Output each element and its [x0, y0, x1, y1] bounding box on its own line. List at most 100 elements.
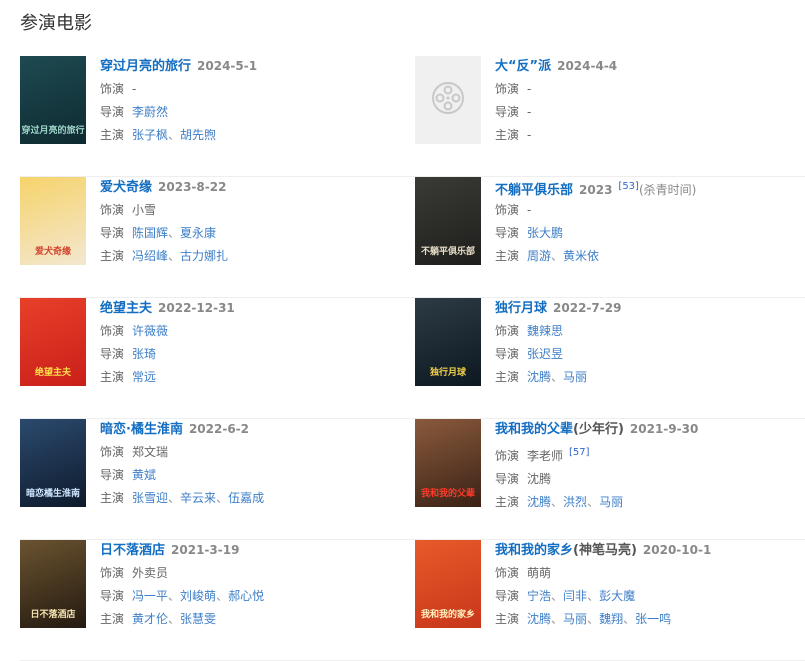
director-name[interactable]: 彭大魔	[599, 589, 636, 603]
director-line: 导演 张琦	[100, 343, 235, 366]
cast-name[interactable]: 常远	[132, 370, 157, 384]
movie-title-link[interactable]: 绝望主夫	[100, 301, 153, 316]
director-name[interactable]: 夏永康	[180, 226, 217, 240]
role-line: 饰演 许薇薇	[100, 320, 235, 343]
director-line: 导演 黄斌	[100, 464, 264, 487]
movie-info: 暗恋·橘生淮南 2022-6-2 饰演 郑文瑞 导演 黄斌 主演 张雪迎、辛云来、伍嘉成	[100, 419, 264, 510]
movie-title-line: 穿过月亮的旅行 2024-5-1	[100, 56, 257, 78]
movie-title-link[interactable]: 我和我的父辈	[495, 422, 574, 437]
movie-poster[interactable]	[415, 56, 481, 144]
cast-name[interactable]: 马丽	[599, 495, 624, 509]
role-name: 郑文瑞	[132, 445, 169, 459]
cast-name[interactable]: 张子枫	[132, 128, 169, 142]
cast-name[interactable]: 马丽	[563, 612, 588, 626]
cast-name[interactable]: 古力娜扎	[180, 249, 229, 263]
director-name[interactable]: 李蔚然	[132, 105, 169, 119]
cast-name[interactable]: 黄米依	[563, 249, 600, 263]
movie-title-link[interactable]: 穿过月亮的旅行	[100, 59, 192, 74]
movie-title-link[interactable]: 独行月球	[495, 301, 548, 316]
cast-name: -	[527, 128, 532, 142]
movie-title-line: 绝望主夫 2022-12-31	[100, 298, 235, 320]
role-name[interactable]: 许薇薇	[132, 324, 169, 338]
cast-name[interactable]: 马丽	[563, 370, 588, 384]
cast-name[interactable]: 张一鸣	[635, 612, 672, 626]
director-label: 导演	[495, 226, 520, 240]
separator: 、	[168, 612, 181, 626]
cast-name[interactable]: 沈腾	[527, 612, 552, 626]
movie-title-link[interactable]: 日不落酒店	[100, 543, 166, 558]
director-name[interactable]: 闫非	[563, 589, 588, 603]
movie-poster[interactable]: 穿过月亮的旅行	[20, 56, 86, 144]
cast-line: 主演 黄才伦、张慧雯	[100, 608, 264, 631]
movie-poster[interactable]: 我和我的父辈	[415, 419, 481, 507]
role-name[interactable]: 魏辣思	[527, 324, 564, 338]
movie-row: 绝望主夫 绝望主夫 2022-12-31 饰演 许薇薇 导演 张琦 主演 常远 独行月球 独行月球 2…	[20, 298, 805, 419]
separator: 、	[623, 612, 636, 626]
citation-link[interactable]: [57]	[569, 447, 590, 458]
separator: 、	[551, 495, 564, 509]
cast-name[interactable]: 张雪迎	[132, 491, 169, 505]
director-name[interactable]: 张琦	[132, 347, 157, 361]
movie-poster[interactable]: 绝望主夫	[20, 298, 86, 386]
director-name[interactable]: 陈国辉	[132, 226, 169, 240]
movie-poster[interactable]: 不躺平俱乐部	[415, 177, 481, 265]
poster-text: 暗恋橘生淮南	[25, 489, 80, 499]
cast-name[interactable]: 伍嘉成	[228, 491, 265, 505]
director-line: 导演 -	[495, 101, 617, 124]
movie-item: 爱犬奇缘 爱犬奇缘 2023-8-22 饰演 小雪 导演 陈国辉、夏永康 主演 冯绍峰、古力娜扎	[20, 177, 410, 277]
movie-poster[interactable]: 我和我的家乡	[415, 540, 481, 628]
role-line: 饰演 李老师 [57]	[495, 441, 698, 468]
director-name[interactable]: 张迟昱	[527, 347, 564, 361]
movie-info: 绝望主夫 2022-12-31 饰演 许薇薇 导演 张琦 主演 常远	[100, 298, 235, 389]
cast-name[interactable]: 张慧雯	[180, 612, 217, 626]
cast-name[interactable]: 辛云来	[180, 491, 217, 505]
movie-title-link[interactable]: 爱犬奇缘	[100, 180, 153, 195]
cast-name[interactable]: 沈腾	[527, 370, 552, 384]
cast-name[interactable]: 冯绍峰	[132, 249, 169, 263]
director-name[interactable]: 宁浩	[527, 589, 552, 603]
cast-label: 主演	[100, 249, 125, 263]
separator: 、	[216, 491, 229, 505]
director-name[interactable]: 张大鹏	[527, 226, 564, 240]
separator: 、	[551, 249, 564, 263]
movie-info: 爱犬奇缘 2023-8-22 饰演 小雪 导演 陈国辉、夏永康 主演 冯绍峰、古力娜扎	[100, 177, 228, 268]
movie-poster[interactable]: 日不落酒店	[20, 540, 86, 628]
movie-poster[interactable]: 爱犬奇缘	[20, 177, 86, 265]
cast-line: 主演 周游、黄米依	[495, 245, 696, 268]
cast-name[interactable]: 洪烈	[563, 495, 588, 509]
release-date: 2024-4-4	[557, 59, 618, 73]
movie-item: 我和我的父辈 我和我的父辈(少年行) 2021-9-30 饰演 李老师 [57] 导演 沈腾主…	[415, 419, 805, 519]
director-label: 导演	[100, 589, 125, 603]
cast-label: 主演	[495, 249, 520, 263]
movie-title-link[interactable]: 我和我的家乡	[495, 543, 574, 558]
release-date: 2021-3-19	[171, 543, 240, 557]
separator: 、	[168, 249, 181, 263]
director-label: 导演	[100, 105, 125, 119]
cast-name[interactable]: 周游	[527, 249, 552, 263]
cast-name[interactable]: 魏翔	[599, 612, 624, 626]
movie-row: 暗恋橘生淮南 暗恋·橘生淮南 2022-6-2 饰演 郑文瑞 导演 黄斌 主演 张雪迎、辛云来、…	[20, 419, 805, 540]
cast-line: 主演 沈腾、马丽、魏翔、张一鸣	[495, 608, 711, 631]
release-date: 2022-7-29	[553, 301, 622, 315]
separator: 、	[551, 589, 564, 603]
movie-title-link[interactable]: 不躺平俱乐部	[495, 183, 574, 198]
director-name[interactable]: 郝心悦	[228, 589, 265, 603]
movie-info: 独行月球 2022-7-29 饰演 魏辣思 导演 张迟昱 主演 沈腾、马丽	[495, 298, 621, 389]
cast-name[interactable]: 沈腾	[527, 495, 552, 509]
cast-name[interactable]: 胡先煦	[180, 128, 217, 142]
cast-name[interactable]: 黄才伦	[132, 612, 169, 626]
movie-title-link[interactable]: 暗恋·橘生淮南	[100, 422, 183, 437]
poster-text: 绝望主夫	[34, 368, 71, 378]
movie-poster[interactable]: 暗恋橘生淮南	[20, 419, 86, 507]
movie-info: 不躺平俱乐部 2023 [53](杀青时间) 饰演 - 导演 张大鹏 主演 周游、黄米依	[495, 177, 696, 268]
director-name[interactable]: 冯一平	[132, 589, 169, 603]
movie-row: 日不落酒店 日不落酒店 2021-3-19 饰演 外卖员 导演 冯一平、刘峻萌、郝心悦 主演黄…	[20, 540, 805, 661]
movie-item: 日不落酒店 日不落酒店 2021-3-19 饰演 外卖员 导演 冯一平、刘峻萌、郝心悦 主演黄…	[20, 540, 410, 640]
role-label: 饰演	[495, 449, 520, 463]
director-name[interactable]: 刘峻萌	[180, 589, 217, 603]
director-name[interactable]: 黄斌	[132, 468, 157, 482]
citation-link[interactable]: [53]	[618, 181, 639, 192]
movie-title-link[interactable]: 大“反”派	[495, 59, 552, 74]
director-label: 导演	[495, 472, 520, 486]
movie-poster[interactable]: 独行月球	[415, 298, 481, 386]
